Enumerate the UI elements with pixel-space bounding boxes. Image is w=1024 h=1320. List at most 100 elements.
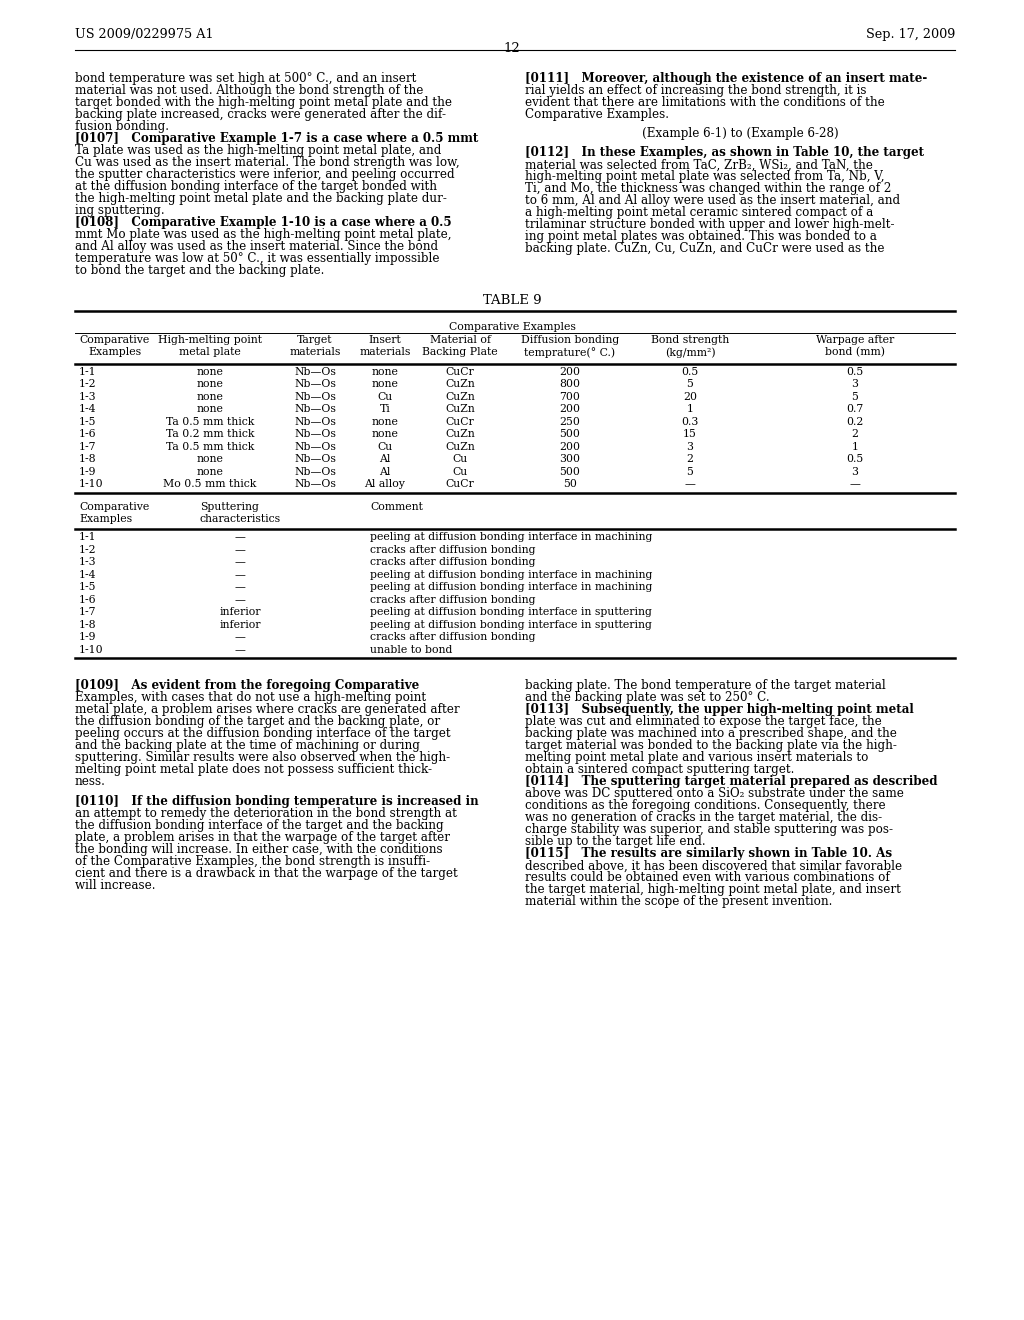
Text: Diffusion bonding: Diffusion bonding [521,335,620,345]
Text: Nb—Os: Nb—Os [294,454,336,465]
Text: Nb—Os: Nb—Os [294,479,336,490]
Text: 300: 300 [559,454,581,465]
Text: Nb—Os: Nb—Os [294,429,336,440]
Text: 1-10: 1-10 [79,645,103,655]
Text: characteristics: characteristics [200,513,282,524]
Text: none: none [372,417,398,426]
Text: Nb—Os: Nb—Os [294,404,336,414]
Text: ness.: ness. [75,775,105,788]
Text: 1-8: 1-8 [79,454,96,465]
Text: Target: Target [297,335,333,345]
Text: CuCr: CuCr [445,367,474,376]
Text: inferior: inferior [219,620,261,630]
Text: 500: 500 [559,467,581,477]
Text: melting point metal plate and various insert materials to: melting point metal plate and various in… [525,751,868,764]
Text: 0.3: 0.3 [681,417,698,426]
Text: [0112]   In these Examples, as shown in Table 10, the target: [0112] In these Examples, as shown in Ta… [525,147,924,160]
Text: 1-3: 1-3 [79,557,96,568]
Text: High-melting point: High-melting point [158,335,262,345]
Text: 1-7: 1-7 [79,607,96,618]
Text: evident that there are limitations with the conditions of the: evident that there are limitations with … [525,96,885,110]
Text: Sputtering: Sputtering [200,502,259,512]
Text: metal plate, a problem arises where cracks are generated after: metal plate, a problem arises where crac… [75,704,460,717]
Text: metal plate: metal plate [179,347,241,356]
Text: Comment: Comment [370,502,423,512]
Text: Nb—Os: Nb—Os [294,417,336,426]
Text: 1-2: 1-2 [79,545,96,554]
Text: 1-9: 1-9 [79,467,96,477]
Text: 1-4: 1-4 [79,404,96,414]
Text: described above, it has been discovered that similar favorable: described above, it has been discovered … [525,859,902,873]
Text: above was DC sputtered onto a SiO₂ substrate under the same: above was DC sputtered onto a SiO₂ subst… [525,788,904,800]
Text: 1-10: 1-10 [79,479,103,490]
Text: will increase.: will increase. [75,879,156,891]
Text: 1-1: 1-1 [79,532,96,543]
Text: and the backing plate was set to 250° C.: and the backing plate was set to 250° C. [525,692,770,705]
Text: [0107]   Comparative Example 1-7 is a case where a 0.5 mmt: [0107] Comparative Example 1-7 is a case… [75,132,478,145]
Text: 2: 2 [852,429,858,440]
Text: melting point metal plate does not possess sufficient thick-: melting point metal plate does not posse… [75,763,432,776]
Text: cracks after diffusion bonding: cracks after diffusion bonding [370,557,536,568]
Text: Al alloy: Al alloy [365,479,406,490]
Text: [0114]   The sputtering target material prepared as described: [0114] The sputtering target material pr… [525,775,938,788]
Text: none: none [197,392,223,401]
Text: 0.2: 0.2 [846,417,863,426]
Text: 0.5: 0.5 [847,454,863,465]
Text: plate was cut and eliminated to expose the target face, the: plate was cut and eliminated to expose t… [525,715,882,729]
Text: Cu: Cu [453,454,468,465]
Text: none: none [372,379,398,389]
Text: 1-4: 1-4 [79,570,96,579]
Text: Bond strength: Bond strength [651,335,729,345]
Text: Nb—Os: Nb—Os [294,379,336,389]
Text: Insert: Insert [369,335,401,345]
Text: backing plate. The bond temperature of the target material: backing plate. The bond temperature of t… [525,680,886,693]
Text: Backing Plate: Backing Plate [422,347,498,356]
Text: 200: 200 [559,442,581,451]
Text: Ta 0.5 mm thick: Ta 0.5 mm thick [166,442,254,451]
Text: material was selected from TaC, ZrB₂, WSi₂, and TaN, the: material was selected from TaC, ZrB₂, WS… [525,158,872,172]
Text: —: — [234,632,246,643]
Text: 1-6: 1-6 [79,429,96,440]
Text: CuCr: CuCr [445,479,474,490]
Text: (Example 6-1) to (Example 6-28): (Example 6-1) to (Example 6-28) [642,127,839,140]
Text: target bonded with the high-melting point metal plate and the: target bonded with the high-melting poin… [75,96,452,110]
Text: 5: 5 [686,379,693,389]
Text: CuZn: CuZn [445,379,475,389]
Text: CuZn: CuZn [445,442,475,451]
Text: bond (mm): bond (mm) [825,347,885,358]
Text: Comparative: Comparative [79,502,150,512]
Text: ing sputtering.: ing sputtering. [75,205,165,216]
Text: materials: materials [290,347,341,356]
Text: Cu: Cu [378,442,392,451]
Text: Examples, with cases that do not use a high-melting point: Examples, with cases that do not use a h… [75,692,426,705]
Text: Ta plate was used as the high-melting point metal plate, and: Ta plate was used as the high-melting po… [75,144,441,157]
Text: 50: 50 [563,479,577,490]
Text: results could be obtained even with various combinations of: results could be obtained even with vari… [525,871,890,884]
Text: none: none [197,454,223,465]
Text: —: — [234,595,246,605]
Text: material was not used. Although the bond strength of the: material was not used. Although the bond… [75,84,423,96]
Text: backing plate. CuZn, Cu, CuZn, and CuCr were used as the: backing plate. CuZn, Cu, CuZn, and CuCr … [525,243,885,255]
Text: Examples: Examples [79,513,132,524]
Text: US 2009/0229975 A1: US 2009/0229975 A1 [75,28,213,41]
Text: rial yields an effect of increasing the bond strength, it is: rial yields an effect of increasing the … [525,84,866,96]
Text: (kg/mm²): (kg/mm²) [665,347,716,358]
Text: a high-melting point metal ceramic sintered compact of a: a high-melting point metal ceramic sinte… [525,206,873,219]
Text: at the diffusion bonding interface of the target bonded with: at the diffusion bonding interface of th… [75,180,437,193]
Text: none: none [372,429,398,440]
Text: trilaminar structure bonded with upper and lower high-melt-: trilaminar structure bonded with upper a… [525,218,895,231]
Text: [0113]   Subsequently, the upper high-melting point metal: [0113] Subsequently, the upper high-melt… [525,704,913,717]
Text: the diffusion bonding interface of the target and the backing: the diffusion bonding interface of the t… [75,818,443,832]
Text: Ta 0.5 mm thick: Ta 0.5 mm thick [166,417,254,426]
Text: the target material, high-melting point metal plate, and insert: the target material, high-melting point … [525,883,901,896]
Text: CuZn: CuZn [445,404,475,414]
Text: backing plate was machined into a prescribed shape, and the: backing plate was machined into a prescr… [525,727,897,741]
Text: Comparative: Comparative [80,335,151,345]
Text: of the Comparative Examples, the bond strength is insuffi-: of the Comparative Examples, the bond st… [75,854,430,867]
Text: peeling at diffusion bonding interface in machining: peeling at diffusion bonding interface i… [370,570,652,579]
Text: sible up to the target life end.: sible up to the target life end. [525,836,706,849]
Text: peeling occurs at the diffusion bonding interface of the target: peeling occurs at the diffusion bonding … [75,727,451,741]
Text: sputtering. Similar results were also observed when the high-: sputtering. Similar results were also ob… [75,751,451,764]
Text: [0109]   As evident from the foregoing Comparative: [0109] As evident from the foregoing Com… [75,680,419,693]
Text: plate, a problem arises in that the warpage of the target after: plate, a problem arises in that the warp… [75,830,450,843]
